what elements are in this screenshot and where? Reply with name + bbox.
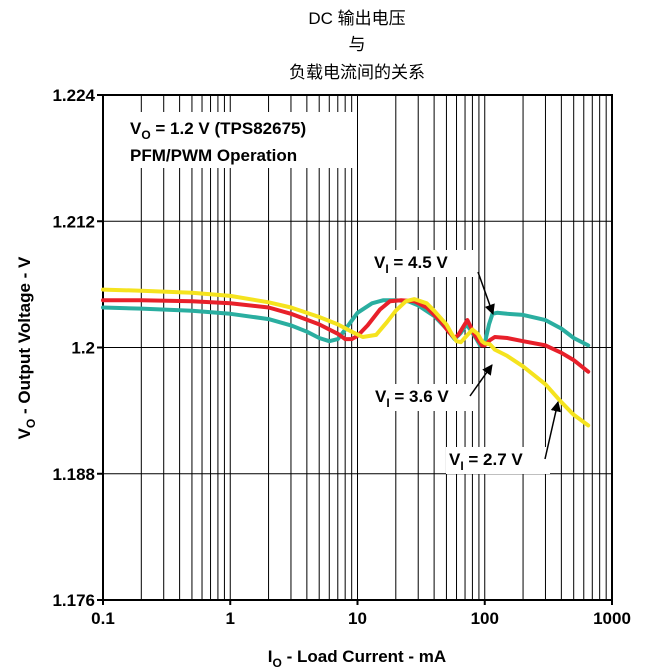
series-label-background: [371, 250, 475, 277]
axes: 1.176 1.188 1.2 1.212 1.224 0.1 1 10 100 1000: [52, 86, 630, 628]
series-label-background: [372, 384, 476, 411]
y-tick-label: 1.176: [52, 591, 95, 610]
x-tick-label: 0.1: [91, 609, 115, 628]
x-axis-label: IO - Load Current - mA: [268, 647, 446, 670]
series-layer: [101, 287, 591, 428]
series-label-1: VI = 4.5 V: [374, 253, 448, 276]
chart-title-line-1: DC 输出电压: [308, 9, 405, 28]
y-tick-label: 1.188: [52, 465, 95, 484]
x-tick-label: 1000: [593, 609, 631, 628]
annotation-background: [124, 112, 356, 168]
series-label-background: [446, 447, 550, 474]
chart-title-line-3: 负载电流间的关系: [289, 63, 425, 82]
y-tick-label: 1.2: [71, 339, 95, 358]
series-label-3: VI = 2.7 V: [449, 450, 523, 473]
grid: [103, 95, 612, 600]
series-label-arrow: [477, 271, 495, 315]
series-label-arrow: [469, 364, 493, 397]
series-label-2: VI = 3.6 V: [375, 387, 449, 410]
annotation-line-2: PFM/PWM Operation: [130, 146, 297, 165]
x-tick-label: 1: [226, 609, 235, 628]
series-label-arrow: [544, 400, 562, 460]
x-tick-label: 10: [348, 609, 367, 628]
annotation-line-1: VO = 1.2 V (TPS82675): [130, 119, 306, 142]
chart-title-line-2: 与: [349, 35, 366, 54]
y-tick-label: 1.212: [52, 212, 95, 231]
x-tick-label: 100: [471, 609, 499, 628]
y-tick-label: 1.224: [52, 86, 95, 105]
label-layer: VI = 4.5 V VI = 3.6 V VI = 2.7 V: [371, 250, 562, 474]
series-line-3: [101, 287, 591, 428]
series-line-2: [101, 298, 591, 374]
y-axis-label: VO - Output Voltage - V: [15, 256, 38, 439]
